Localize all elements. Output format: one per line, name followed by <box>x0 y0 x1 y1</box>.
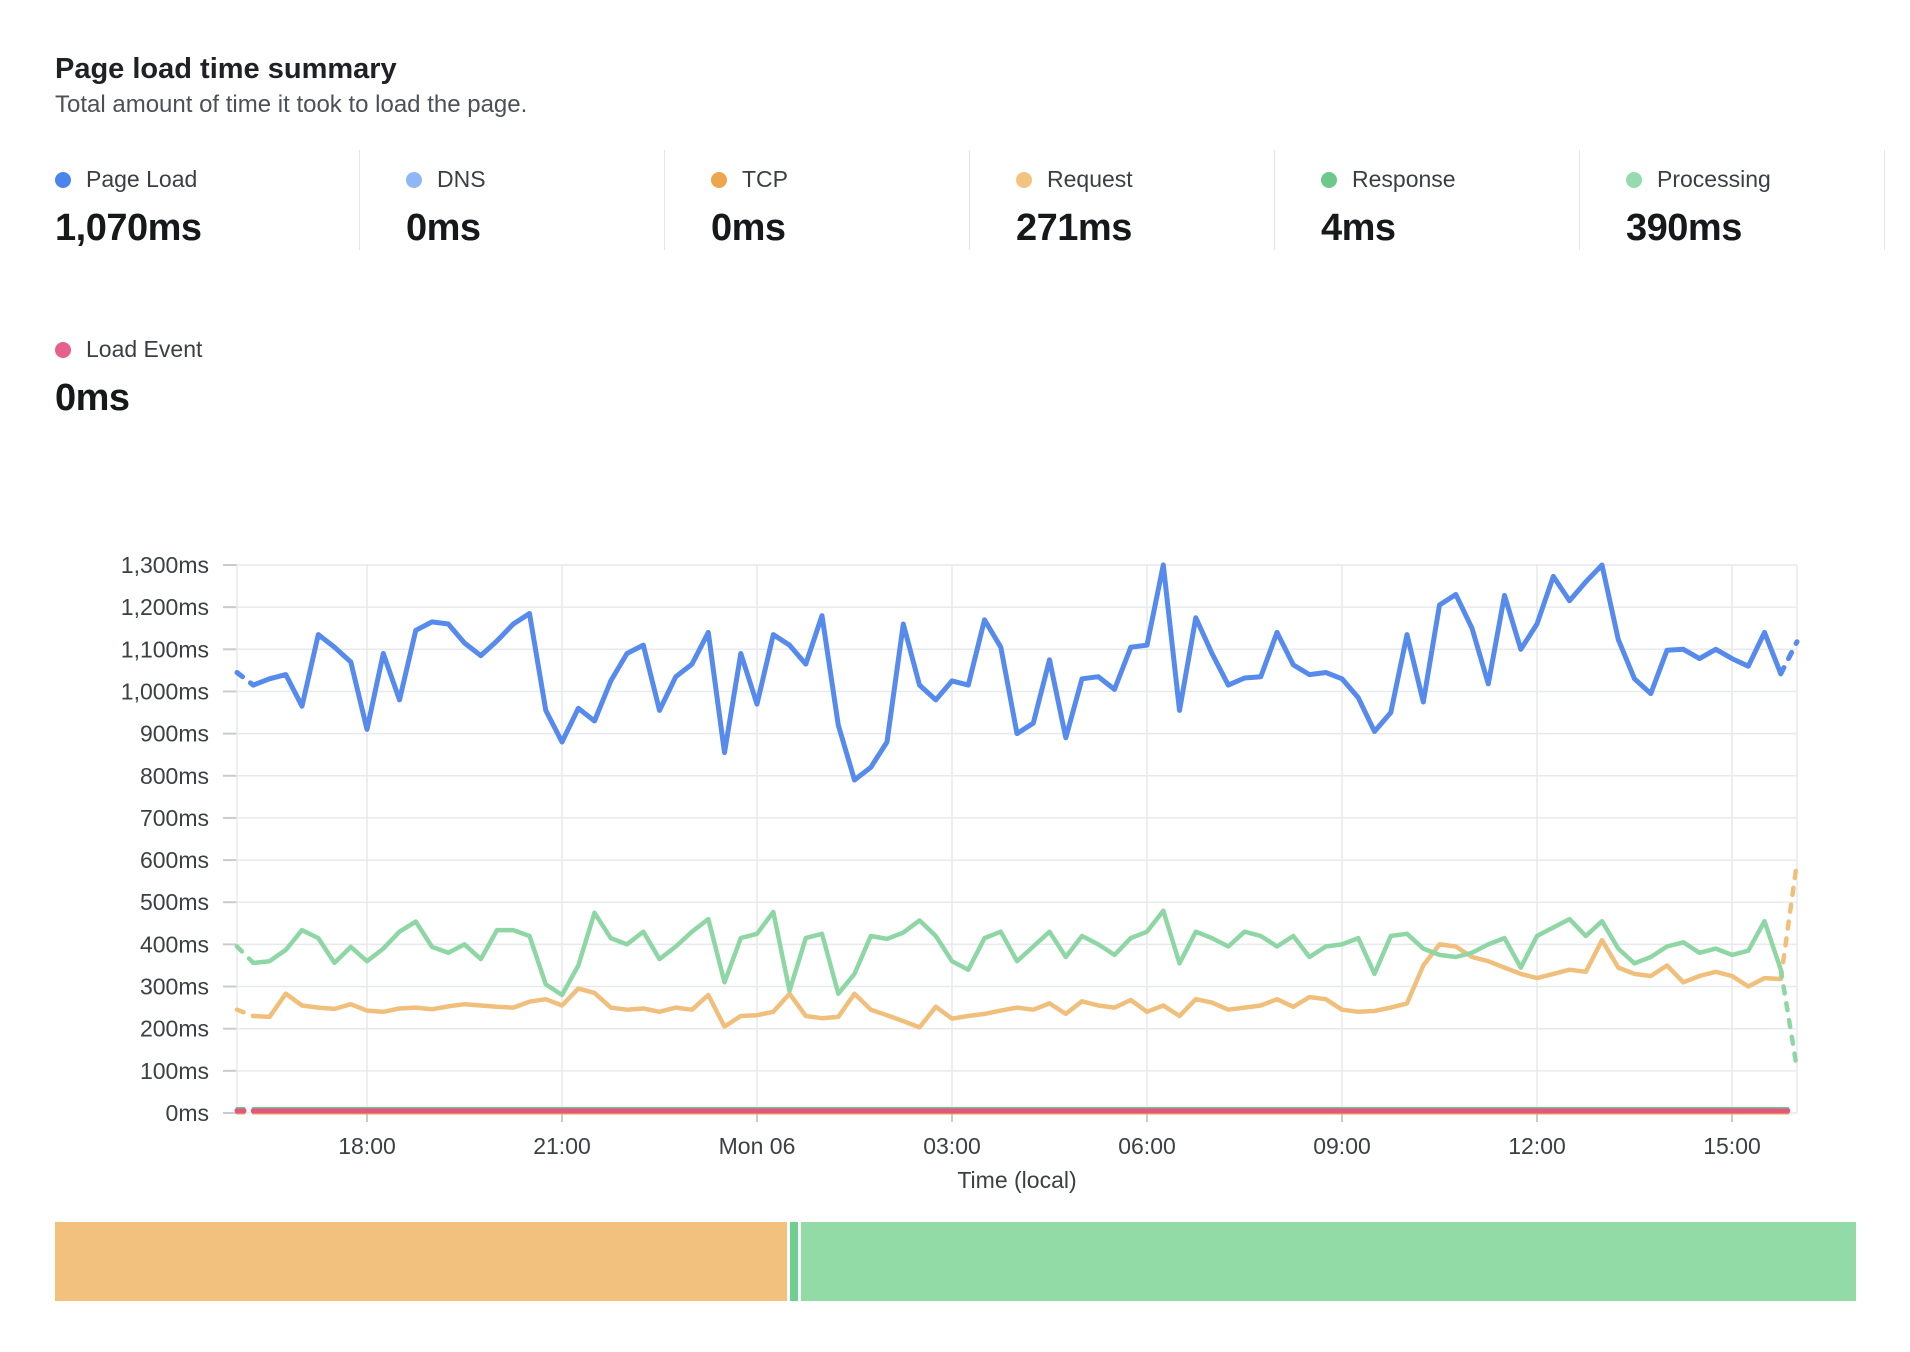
legend-item-value: 271ms <box>1016 207 1132 249</box>
legend-item-value: 0ms <box>406 207 481 249</box>
legend-item-label: Request <box>1047 166 1133 192</box>
legend-item-request[interactable]: Request 271ms <box>970 150 1275 250</box>
y-axis-label: 100ms <box>140 1058 209 1084</box>
page-load-dot-icon <box>55 171 71 188</box>
x-axis-label: 03:00 <box>923 1133 981 1159</box>
y-axis-label: 800ms <box>140 763 209 789</box>
y-axis-label: 600ms <box>140 847 209 873</box>
response-dot-icon <box>1321 171 1337 188</box>
bar-gap <box>787 1222 790 1301</box>
request-dot-icon <box>1016 171 1032 188</box>
bar-gap <box>798 1222 801 1301</box>
series-dash-end <box>1778 859 1800 982</box>
series-line-processing <box>251 908 1784 998</box>
processing-dot-icon <box>1626 171 1642 188</box>
series-dash-start <box>234 670 256 688</box>
series-dash-end <box>1778 967 1800 1071</box>
response-phase-share <box>790 1222 798 1301</box>
y-axis-label: 1,000ms <box>121 678 209 704</box>
y-axis-label: 1,100ms <box>121 636 209 662</box>
x-axis-label: 12:00 <box>1508 1133 1566 1159</box>
x-axis-label: 18:00 <box>338 1133 396 1159</box>
legend-item-value: 0ms <box>711 207 786 249</box>
legend-item-label: Processing <box>1657 166 1771 192</box>
legend-item-load-event[interactable]: Load Event 0ms <box>55 322 202 420</box>
series-line-request <box>251 937 1784 1030</box>
legend-item-value: 1,070ms <box>55 207 202 249</box>
legend-item-label: TCP <box>742 166 788 192</box>
x-axis-label: 21:00 <box>533 1133 591 1159</box>
legend-item-processing[interactable]: Processing 390ms <box>1580 150 1885 250</box>
legend-item-value: 0ms <box>55 377 130 419</box>
legend-item-response[interactable]: Response 4ms <box>1275 150 1580 250</box>
legend-item-tcp[interactable]: TCP 0ms <box>665 150 970 250</box>
y-axis-label: 500ms <box>140 889 209 915</box>
page-subtitle: Total amount of time it took to load the… <box>55 91 528 118</box>
series-dash-start <box>234 1007 256 1019</box>
load-event-dot-icon <box>55 341 71 358</box>
x-axis-label: 09:00 <box>1313 1133 1371 1159</box>
legend-item-label: Response <box>1352 166 1456 192</box>
y-axis-label: 0ms <box>166 1100 209 1126</box>
x-axis-label: 15:00 <box>1703 1133 1761 1159</box>
legend-row: Page Load 1,070ms DNS 0ms TCP 0ms Reques… <box>55 150 1885 250</box>
series-line-page-load <box>250 562 1784 783</box>
y-axis-label: 300ms <box>140 974 209 1000</box>
y-axis-label: 700ms <box>140 805 209 831</box>
legend-item-dns[interactable]: DNS 0ms <box>360 150 665 250</box>
x-axis-label: Mon 06 <box>719 1133 796 1159</box>
series-dash-end <box>1778 639 1800 677</box>
legend-item-label: Load Event <box>86 336 203 362</box>
processing-phase-share <box>801 1222 1856 1301</box>
phase-duration-bar <box>55 1222 1856 1301</box>
legend-item-page-load[interactable]: Page Load 1,070ms <box>55 150 360 250</box>
tcp-dot-icon <box>711 171 727 188</box>
series-dash-start <box>234 944 256 966</box>
dns-dot-icon <box>406 171 422 188</box>
x-axis-label: 06:00 <box>1118 1133 1176 1159</box>
legend-item-label: DNS <box>437 166 486 192</box>
y-axis-label: 200ms <box>140 1016 209 1042</box>
x-axis-title: Time (local) <box>957 1167 1076 1193</box>
legend-item-value: 390ms <box>1626 207 1742 249</box>
y-axis-label: 400ms <box>140 931 209 957</box>
page-title: Page load time summary <box>55 53 397 86</box>
y-axis-label: 1,200ms <box>121 594 209 620</box>
y-axis-label: 1,300ms <box>121 552 209 578</box>
legend-item-label: Page Load <box>86 166 198 192</box>
legend-item-value: 4ms <box>1321 207 1396 249</box>
y-axis-label: 900ms <box>140 721 209 747</box>
request-phase-share <box>55 1222 787 1301</box>
